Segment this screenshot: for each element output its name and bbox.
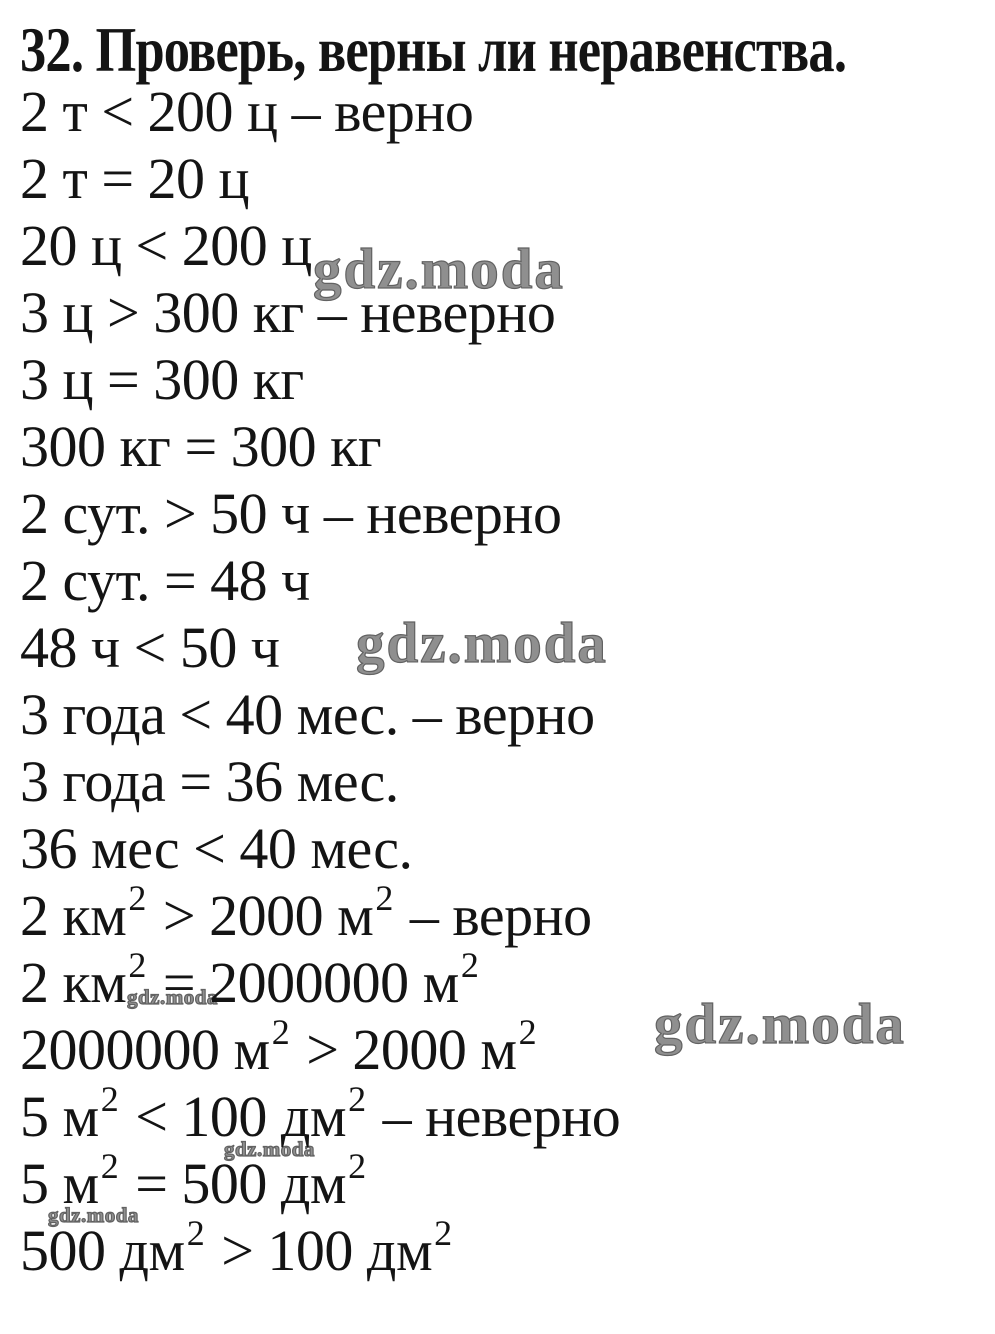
answer-line: 2 км2 = 2000000 м2: [20, 947, 620, 1016]
superscript: 2: [375, 878, 393, 918]
answer-line: 3 года = 36 мес.: [20, 748, 620, 815]
answer-line: 2 т = 20 ц: [20, 145, 620, 212]
line-text: > 100 дм: [207, 1218, 433, 1283]
superscript: 2: [348, 1079, 366, 1119]
line-text: 2 км: [20, 950, 127, 1015]
answer-line: 500 дм2 > 100 дм2: [20, 1215, 620, 1284]
watermark-large: gdz.moda: [355, 611, 608, 675]
line-text: = 500 дм: [121, 1151, 347, 1216]
answer-lines: 2 т < 200 ц – верно 2 т = 20 ц 20 ц < 200 …: [20, 78, 621, 1284]
line-text: 48 ч < 50 ч: [20, 615, 280, 680]
answer-line: 2 т < 200 ц – верно: [20, 78, 620, 145]
superscript: 2: [100, 1146, 119, 1186]
line-text: 36 мес < 40 мес.: [20, 816, 413, 881]
watermark-small: gdz.moda: [223, 1136, 315, 1161]
answer-line: 3 года < 40 мес. – верно: [20, 681, 620, 748]
superscript: 2: [128, 878, 146, 918]
superscript: 2: [460, 945, 479, 985]
line-text: 2 сут. = 48 ч: [20, 548, 310, 613]
answer-line: 3 ц = 300 кг: [20, 346, 620, 413]
line-text: 2000000 м: [20, 1017, 270, 1082]
answer-line: 36 мес < 40 мес.: [20, 815, 620, 882]
watermark-large: gdz.moda: [653, 992, 906, 1056]
line-text: 500 дм: [20, 1218, 185, 1283]
line-text: 5 м: [20, 1151, 99, 1216]
answer-line: 2 км2 > 2000 м2 – верно: [20, 880, 620, 949]
line-text: 5 м: [20, 1084, 99, 1149]
answer-line: 3 ц > 300 кг – неверно: [20, 279, 620, 346]
line-text: 3 ц > 300 кг – неверно: [20, 280, 556, 345]
answer-line: 5 м2 < 100 дм2 – неверно: [20, 1081, 621, 1150]
task-title: 32. Проверь, верны ли неравенства.: [20, 14, 847, 85]
superscript: 2: [100, 1079, 119, 1119]
superscript: 2: [186, 1213, 205, 1253]
answer-line: 2 сут. = 48 ч: [20, 547, 620, 614]
watermark-small: gdz.moda: [126, 984, 218, 1009]
line-text: 2 т = 20 ц: [20, 146, 250, 211]
line-text: 3 года = 36 мес.: [20, 749, 399, 814]
line-text: > 2000 м: [148, 883, 374, 948]
line-text: 3 года < 40 мес. – верно: [20, 682, 595, 747]
line-text: 300 кг = 300 кг: [20, 414, 382, 479]
line-text: > 2000 м: [292, 1017, 517, 1082]
line-text: < 100 дм: [121, 1084, 347, 1149]
answer-line: 300 кг = 300 кг: [20, 413, 620, 480]
line-text: 2 сут. > 50 ч – неверно: [20, 481, 562, 546]
superscript: 2: [518, 1012, 537, 1052]
answer-line: 5 м2 = 500 дм2: [20, 1148, 620, 1217]
answer-line: 20 ц < 200 ц: [20, 212, 620, 279]
answer-line: 2 сут. > 50 ч – неверно: [20, 480, 620, 547]
line-text: 20 ц < 200 ц: [20, 213, 312, 278]
line-text: = 2000000 м: [148, 950, 459, 1015]
answer-line: 48 ч < 50 ч: [20, 614, 620, 681]
watermark-small: gdz.moda: [47, 1202, 139, 1227]
line-text: – неверно: [368, 1084, 621, 1149]
line-text: – верно: [395, 883, 592, 948]
answer-line: 2000000 м2 > 2000 м2: [20, 1014, 620, 1083]
line-text: 2 т < 200 ц – верно: [20, 79, 474, 144]
superscript: 2: [128, 945, 146, 985]
line-text: 2 км: [20, 883, 127, 948]
superscript: 2: [348, 1146, 366, 1186]
superscript: 2: [434, 1213, 452, 1253]
line-text: 3 ц = 300 кг: [20, 347, 304, 412]
watermark-large: gdz.moda: [312, 237, 565, 301]
superscript: 2: [271, 1012, 290, 1052]
